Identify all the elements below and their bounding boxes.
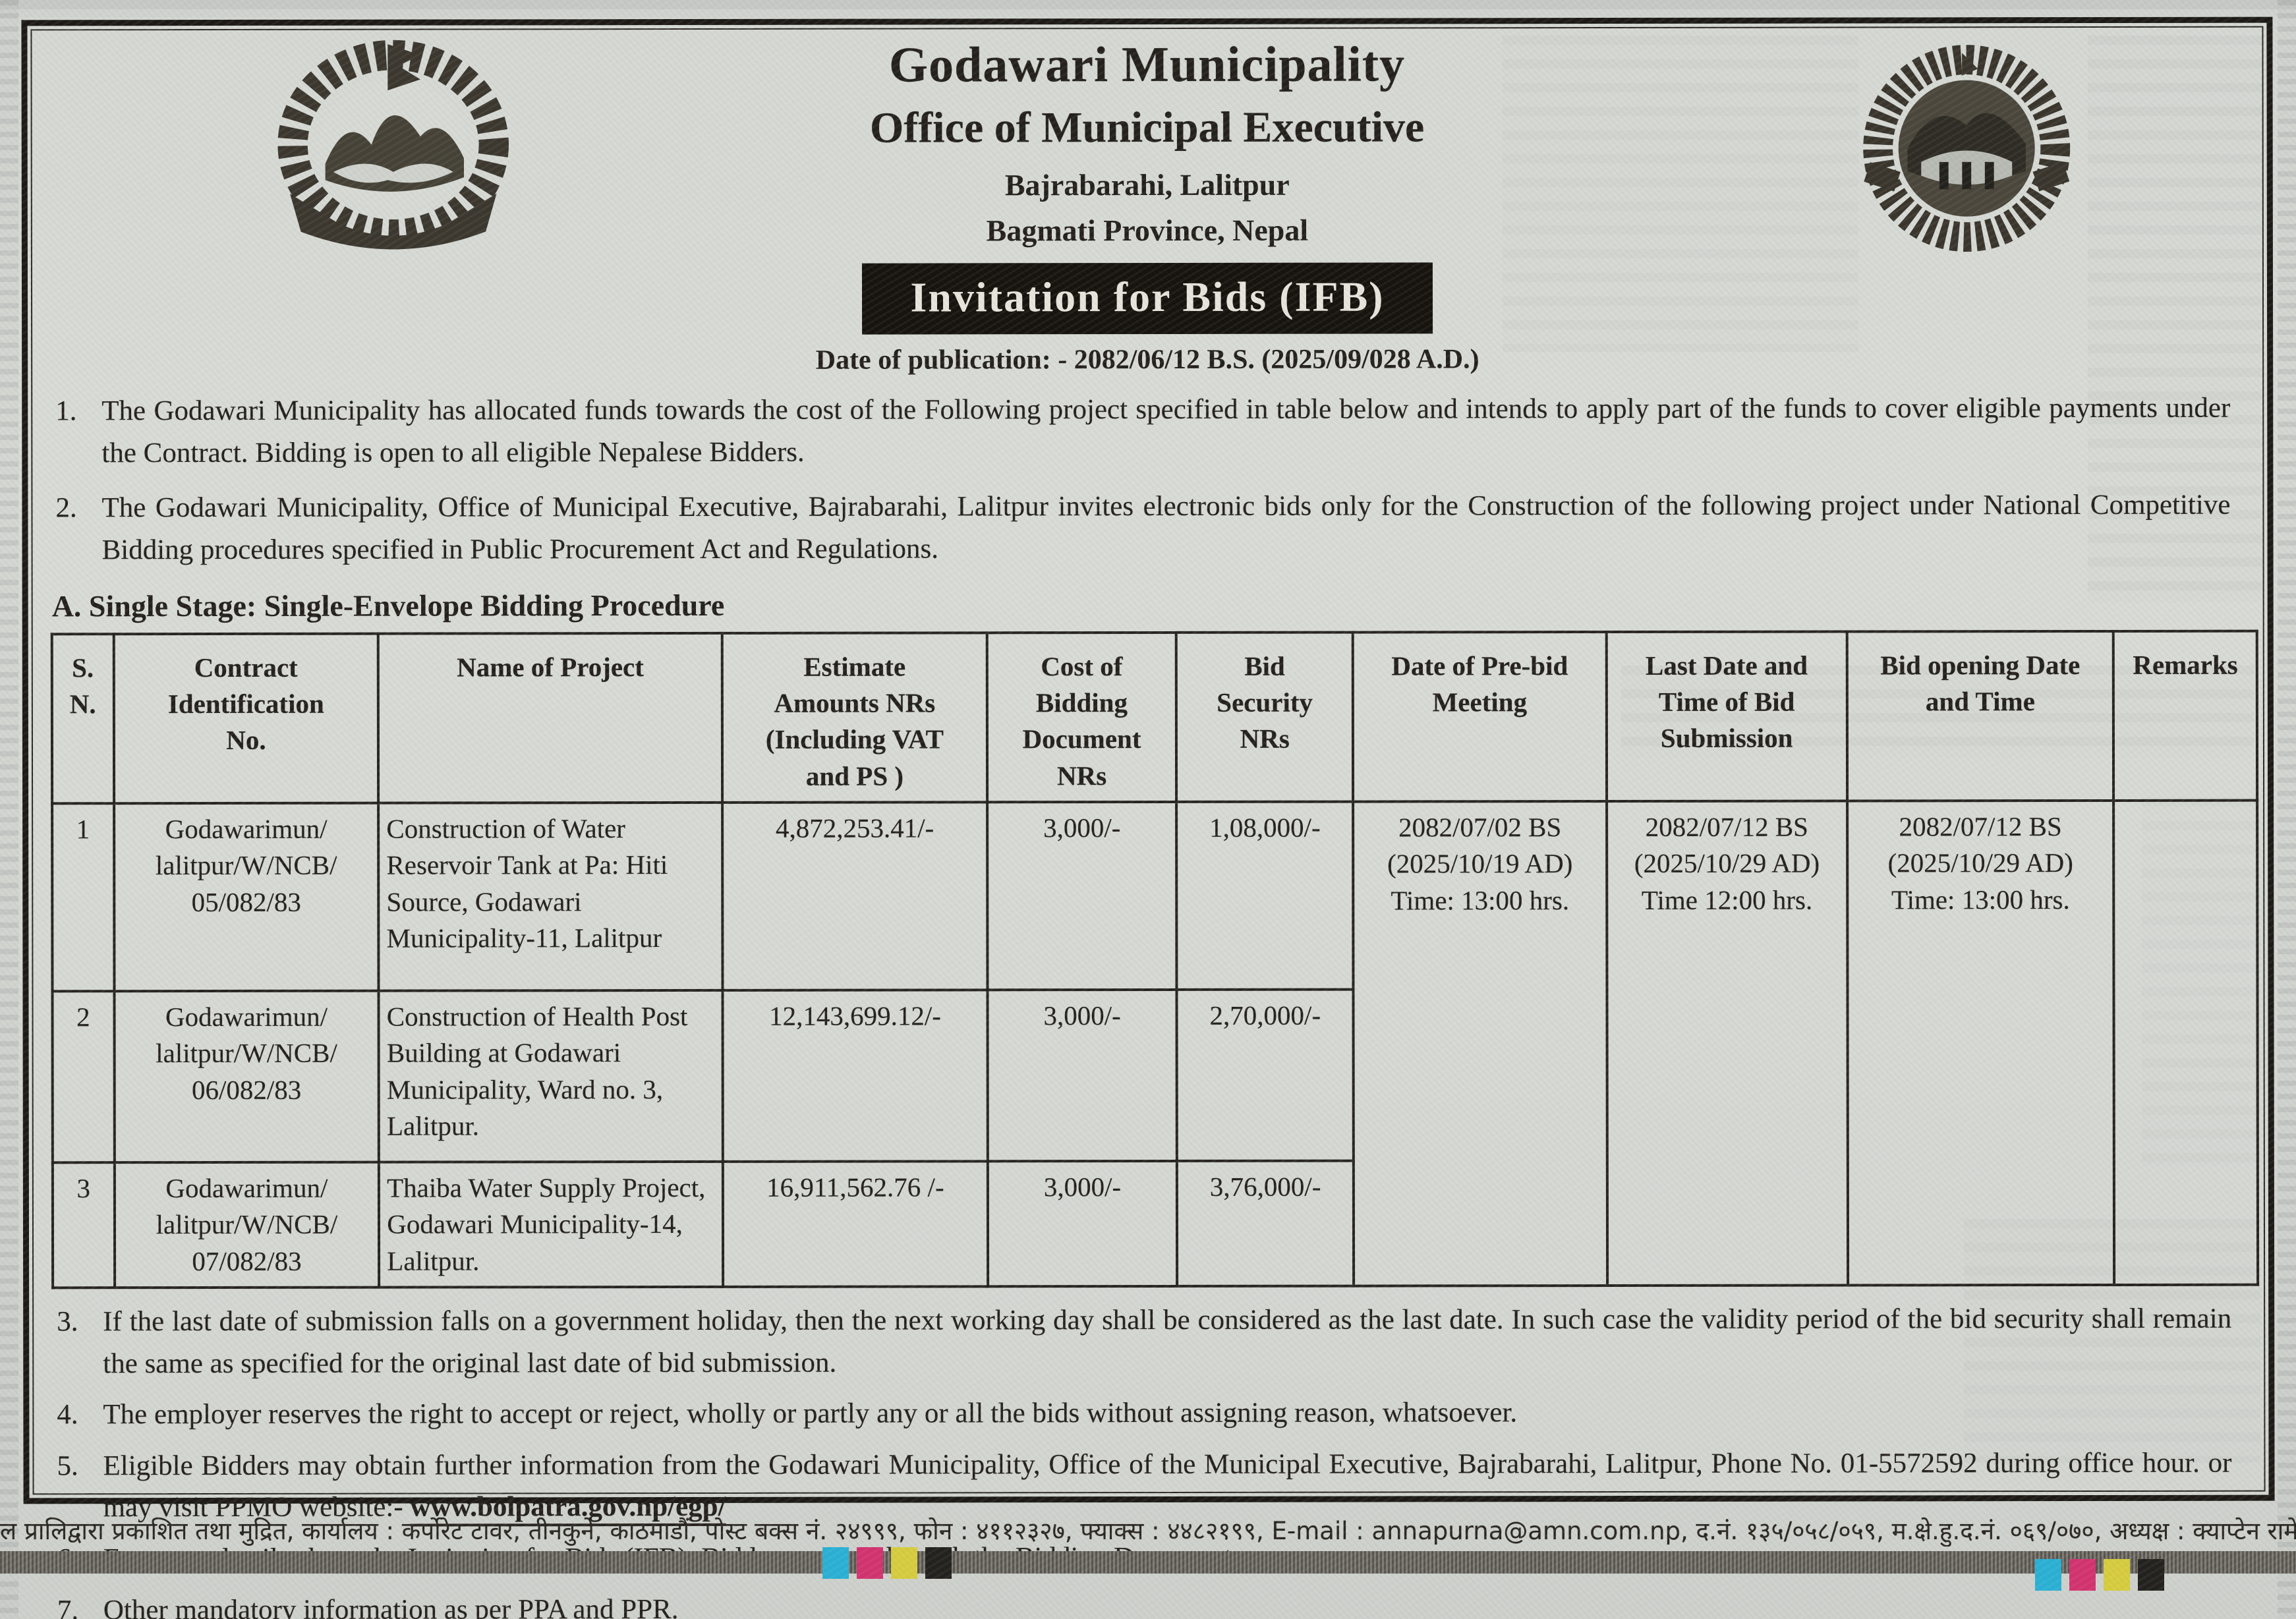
newsprint-bleed: [0, 0, 18, 1619]
cyan-registration-square: [822, 1547, 849, 1579]
col-header-bidding-doc-cost: Cost of Bidding Document NRs: [987, 632, 1177, 803]
table-header-row: S. N. Contract Identification No. Name o…: [51, 631, 2258, 804]
newsprint-bleed: [2278, 0, 2296, 1619]
cell-bidding-doc-cost: 3,000/-: [987, 801, 1177, 990]
cell-last-submission: 2082/07/12 BS (2025/10/29 AD) Time 12:00…: [1606, 801, 1848, 1286]
list-number: 1.: [55, 395, 77, 427]
cell-project-name: Construction of Water Reservoir Tank at …: [378, 802, 723, 991]
col-header-prebid-meeting: Date of Pre-bid Meeting: [1352, 631, 1607, 802]
col-header-sn: S. N.: [51, 633, 114, 804]
cyan-registration-square: [2035, 1559, 2061, 1591]
black-registration-square: [925, 1547, 952, 1579]
cell-bid-opening: 2082/07/12 BS (2025/10/29 AD) Time: 13:0…: [1847, 800, 2115, 1286]
magenta-registration-square: [857, 1547, 883, 1579]
list-number: 2.: [55, 492, 77, 524]
cell-sn: 1: [52, 803, 115, 992]
magenta-registration-square: [2069, 1559, 2096, 1591]
newsprint-bleed: [0, 0, 2296, 17]
cell-sn: 2: [52, 991, 115, 1163]
table-row: 1 Godawarimun/ lalitpur/W/NCB/ 05/082/83…: [52, 800, 2258, 1286]
list-number: 4.: [57, 1399, 78, 1431]
list-number: 3.: [57, 1306, 78, 1338]
cell-bidding-doc-cost: 3,000/-: [987, 989, 1178, 1162]
registration-marks: [2035, 1559, 2164, 1591]
col-header-bid-security: Bid Security NRs: [1176, 632, 1354, 802]
cell-bid-security: 3,76,000/-: [1177, 1160, 1354, 1286]
yellow-registration-square: [891, 1547, 917, 1579]
note-text: Other mandatory information as per PPA a…: [103, 1593, 679, 1619]
cell-prebid-meeting: 2082/07/02 BS (2025/10/19 AD) Time: 13:0…: [1353, 801, 1608, 1286]
print-registration-bar: [0, 1551, 2296, 1574]
note-item-7: 7. Other mandatory information as per PP…: [53, 1586, 2232, 1619]
nepal-government-emblem-logo: [277, 40, 509, 250]
note-text: If the last date of submission falls on …: [103, 1303, 2232, 1379]
cell-estimate: 4,872,253.41/-: [722, 802, 988, 990]
col-header-bid-opening: Bid opening Date and Time: [1847, 631, 2114, 801]
intro-item-1: 1. The Godawari Municipality has allocat…: [51, 387, 2230, 474]
cell-contract-id: Godawarimun/ lalitpur/W/NCB/ 05/082/83: [113, 803, 379, 992]
ifb-notice: Godawari Municipality Office of Municipa…: [21, 16, 2275, 1619]
yellow-registration-square: [2104, 1559, 2130, 1591]
note-item-4: 4. The employer reserves the right to ac…: [53, 1391, 2231, 1436]
cell-estimate: 16,911,562.76 /-: [723, 1161, 988, 1287]
intro-text: The Godawari Municipality, Office of Mun…: [101, 489, 2231, 566]
black-registration-square: [2138, 1559, 2164, 1591]
intro-item-2: 2. The Godawari Municipality, Office of …: [51, 484, 2230, 571]
cell-project-name: Construction of Health Post Building at …: [378, 990, 724, 1162]
note-text: The employer reserves the right to accep…: [103, 1397, 1518, 1431]
col-header-project-name: Name of Project: [378, 633, 723, 803]
newspaper-imprint-line: ल प्रालिद्वारा प्रकाशित तथा मुद्रित, कार…: [0, 1517, 2296, 1545]
cell-bidding-doc-cost: 3,000/-: [987, 1160, 1178, 1287]
cell-bid-security: 1,08,000/-: [1176, 801, 1354, 990]
list-number: 5.: [57, 1450, 78, 1482]
intro-paragraphs: 1. The Godawari Municipality has allocat…: [47, 387, 2247, 571]
cell-bid-security: 2,70,000/-: [1176, 989, 1354, 1161]
cell-contract-id: Godawarimun/ lalitpur/W/NCB/ 06/082/83: [114, 990, 380, 1163]
cell-estimate: 12,143,699.12/-: [722, 990, 988, 1162]
bids-table: S. N. Contract Identification No. Name o…: [51, 629, 2259, 1289]
note-item-3: 3. If the last date of submission falls …: [53, 1298, 2231, 1385]
godawari-municipality-seal-logo: [1863, 45, 2071, 252]
publication-date-line: Date of publication: - 2082/06/12 B.S. (…: [815, 344, 1479, 376]
cell-project-name: Thaiba Water Supply Project, Godawari Mu…: [379, 1161, 724, 1288]
list-number: 7.: [57, 1594, 79, 1619]
col-header-estimate: Estimate Amounts NRs (Including VAT and …: [722, 632, 987, 803]
registration-marks: [822, 1547, 952, 1579]
cell-sn: 3: [52, 1162, 115, 1288]
col-header-remarks: Remarks: [2113, 631, 2258, 801]
intro-text: The Godawari Municipality has allocated …: [101, 392, 2231, 469]
section-heading: A. Single Stage: Single-Envelope Bidding…: [51, 588, 725, 623]
cell-remarks: [2113, 800, 2258, 1285]
cell-contract-id: Godawarimun/ lalitpur/W/NCB/ 07/082/83: [114, 1162, 380, 1288]
col-header-contract-id: Contract Identification No.: [113, 633, 379, 804]
notice-title-banner: Invitation for Bids (IFB): [864, 264, 1431, 333]
col-header-last-submission: Last Date and Time of Bid Submission: [1606, 631, 1847, 801]
